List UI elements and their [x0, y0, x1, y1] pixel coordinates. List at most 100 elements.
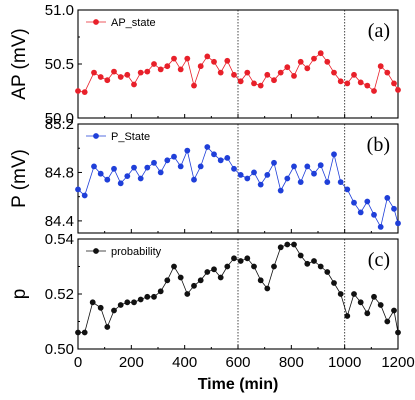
- data-point: [191, 176, 197, 183]
- data-point: [371, 88, 377, 94]
- data-point: [264, 71, 271, 78]
- data-point: [164, 157, 171, 164]
- data-point: [231, 255, 237, 262]
- data-point: [97, 304, 104, 311]
- data-point: [137, 69, 144, 76]
- data-point: [157, 288, 164, 295]
- data-point: [291, 73, 297, 79]
- data-point: [277, 69, 284, 76]
- data-point: [144, 68, 151, 75]
- data-point: [144, 293, 151, 300]
- data-point: [284, 175, 291, 182]
- data-point: [391, 307, 397, 314]
- data-point: [304, 260, 311, 267]
- data-point: [384, 195, 391, 201]
- data-point: [75, 186, 81, 193]
- data-point: [277, 244, 284, 251]
- x-tick-label: 400: [172, 354, 197, 371]
- data-point: [351, 199, 357, 206]
- data-point: [177, 163, 184, 170]
- y-tick-label: 85.2: [45, 116, 74, 133]
- y-axis-label: P (mV): [9, 149, 30, 208]
- data-point: [171, 263, 177, 270]
- data-point: [204, 53, 211, 60]
- data-point: [257, 82, 264, 89]
- data-point: [104, 324, 111, 330]
- data-point: [144, 164, 151, 171]
- data-point: [231, 71, 237, 78]
- data-point: [291, 163, 297, 170]
- data-point: [177, 66, 184, 73]
- data-point: [324, 179, 331, 186]
- legend-marker: [93, 19, 99, 25]
- data-point: [257, 181, 264, 188]
- legend-label: P_State: [111, 131, 150, 143]
- data-point: [304, 163, 311, 170]
- legend-box: [81, 127, 163, 143]
- data-point: [117, 302, 124, 308]
- data-point: [377, 302, 384, 308]
- y-tick-label: 0.54: [45, 231, 74, 248]
- x-tick-label: 800: [279, 354, 304, 371]
- data-point: [271, 263, 277, 270]
- data-point: [371, 293, 377, 300]
- data-point: [271, 77, 277, 84]
- data-point: [111, 307, 117, 314]
- y-axis-label: AP (mV): [9, 28, 30, 99]
- data-point: [124, 299, 131, 306]
- data-point: [211, 58, 217, 65]
- data-point: [124, 173, 131, 180]
- data-point: [191, 82, 197, 89]
- data-point: [311, 170, 317, 177]
- data-point: [131, 299, 137, 306]
- data-point: [89, 299, 96, 306]
- data-point: [244, 255, 251, 262]
- data-point: [97, 74, 104, 80]
- data-point: [337, 291, 344, 297]
- y-tick-label: 51.0: [45, 2, 74, 19]
- data-point: [357, 299, 364, 306]
- data-point: [117, 74, 124, 80]
- data-point: [344, 80, 351, 87]
- data-point: [317, 162, 324, 169]
- data-point: [244, 175, 251, 182]
- data-point: [211, 151, 217, 158]
- y-axis-label: p: [9, 289, 30, 300]
- data-point: [104, 77, 111, 84]
- y-tick-label: 84.4: [45, 213, 74, 230]
- data-point: [157, 66, 164, 73]
- data-point: [237, 258, 244, 264]
- data-point: [331, 280, 337, 286]
- x-tick-label: 200: [119, 354, 144, 371]
- data-point: [297, 58, 304, 65]
- data-point: [317, 50, 324, 57]
- data-point: [97, 170, 104, 177]
- data-point: [395, 329, 401, 336]
- data-point: [184, 55, 191, 62]
- data-point: [124, 71, 131, 78]
- data-point: [224, 155, 231, 161]
- data-point: [244, 69, 251, 76]
- data-point: [224, 57, 231, 64]
- data-point: [291, 241, 297, 248]
- data-point: [371, 211, 377, 218]
- data-point: [271, 159, 277, 166]
- data-point: [177, 274, 184, 281]
- data-point: [184, 291, 191, 297]
- data-point: [251, 80, 257, 87]
- data-point: [75, 329, 81, 336]
- data-point: [237, 78, 244, 85]
- data-point: [131, 81, 137, 88]
- data-point: [324, 58, 331, 65]
- data-point: [391, 205, 397, 212]
- data-point: [171, 55, 177, 62]
- data-point: [297, 252, 304, 259]
- data-point: [204, 144, 211, 150]
- data-point: [91, 69, 97, 76]
- data-point: [81, 89, 88, 95]
- x-tick-label: 0: [74, 354, 82, 371]
- data-point: [344, 313, 351, 319]
- legend-label: probability: [111, 246, 162, 258]
